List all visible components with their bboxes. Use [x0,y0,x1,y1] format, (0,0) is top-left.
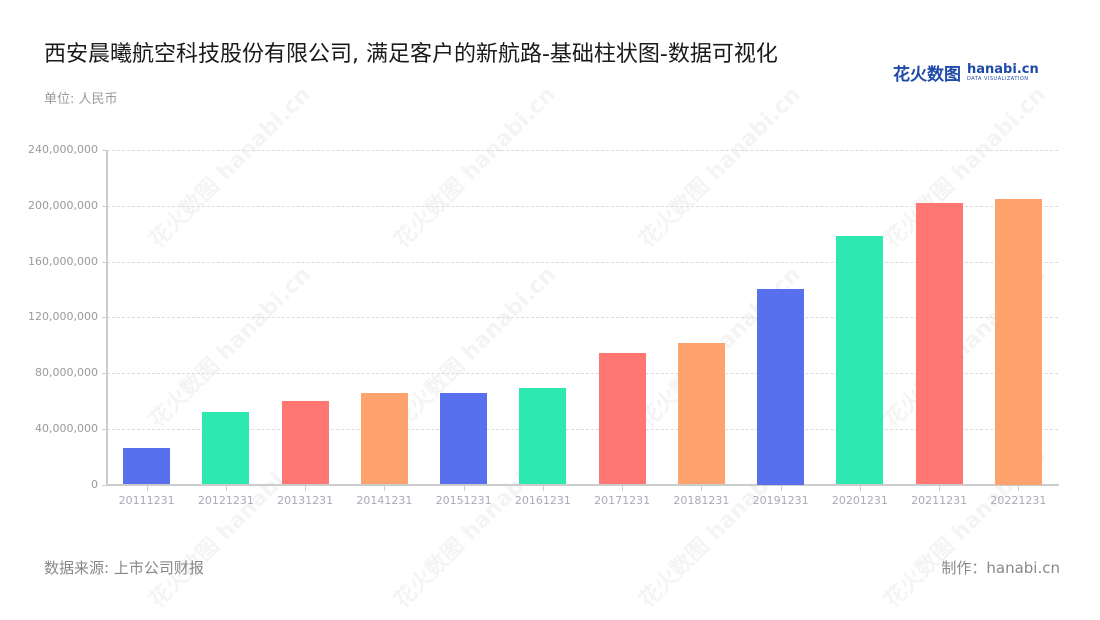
bar-20181231[interactable] [677,343,725,485]
x-tick-label: 20161231 [514,494,571,507]
y-tick-mark [102,373,107,374]
x-tick-mark [147,486,148,491]
y-tick-label: 0 [91,478,98,491]
y-tick-label: 80,000,000 [35,366,98,379]
watermark-text: 花火数图 hanabi.cn [385,78,561,254]
x-axis-line [106,484,1059,486]
bar-20151231[interactable] [440,393,488,485]
y-tick-mark [102,206,107,207]
maker-credit: 制作：hanabi.cn [941,559,1060,577]
x-tick-mark [1018,486,1019,491]
x-tick-label: 20171231 [594,494,651,507]
y-tick-mark [102,485,107,486]
y-tick-mark [102,317,107,318]
y-tick-label: 240,000,000 [28,143,98,156]
x-tick-label: 20211231 [911,494,968,507]
bar-20161231[interactable] [519,388,567,485]
x-tick-label: 20191231 [752,494,809,507]
y-axis-line [106,150,108,485]
bar-20171231[interactable] [598,352,646,485]
x-tick-mark [384,486,385,491]
logo-cn-text: 花火数图 [893,65,961,85]
x-tick-mark [226,486,227,491]
bar-20211231[interactable] [915,203,963,485]
x-tick-mark [464,486,465,491]
x-tick-label: 20201231 [831,494,888,507]
x-tick-mark [543,486,544,491]
x-tick-mark [622,486,623,491]
logo-en-text: hanabi.cn [967,62,1039,77]
gridline [107,317,1058,318]
gridline [107,373,1058,374]
x-tick-mark [860,486,861,491]
gridline [107,150,1058,151]
bar-20221231[interactable] [994,198,1042,485]
bar-20191231[interactable] [757,289,805,485]
bar-20121231[interactable] [202,412,250,485]
x-tick-label: 20131231 [277,494,334,507]
bar-20201231[interactable] [836,235,884,485]
x-tick-mark [701,486,702,491]
bar-20111231[interactable] [123,447,171,485]
y-tick-label: 200,000,000 [28,199,98,212]
y-tick-label: 160,000,000 [28,255,98,268]
gridline [107,206,1058,207]
y-tick-mark [102,150,107,151]
y-tick-label: 40,000,000 [35,422,98,435]
chart-title: 西安晨曦航空科技股份有限公司, 满足客户的新航路-基础柱状图-数据可视化 [44,42,778,67]
logo-en-block: hanabi.cn DATA VISUALIZATION [967,63,1039,82]
brand-logo: 花火数图 hanabi.cn DATA VISUALIZATION [893,60,1039,85]
x-tick-mark [305,486,306,491]
y-tick-mark [102,429,107,430]
bar-20141231[interactable] [360,392,408,485]
gridline [107,262,1058,263]
unit-label: 单位: 人民币 [44,92,118,107]
x-tick-label: 20221231 [990,494,1047,507]
gridline [107,429,1058,430]
y-tick-mark [102,262,107,263]
x-tick-mark [939,486,940,491]
data-source: 数据来源: 上市公司财报 [44,559,204,577]
logo-tagline: DATA VISUALIZATION [967,76,1029,82]
x-tick-label: 20111231 [118,494,175,507]
x-tick-label: 20151231 [435,494,492,507]
x-tick-label: 20121231 [197,494,254,507]
watermark-text: 花火数图 hanabi.cn [630,78,806,254]
x-tick-label: 20141231 [356,494,413,507]
x-tick-mark [781,486,782,491]
bar-20131231[interactable] [281,401,329,485]
watermark-text: 花火数图 hanabi.cn [140,78,316,254]
y-tick-label: 120,000,000 [28,310,98,323]
x-tick-label: 20181231 [673,494,730,507]
